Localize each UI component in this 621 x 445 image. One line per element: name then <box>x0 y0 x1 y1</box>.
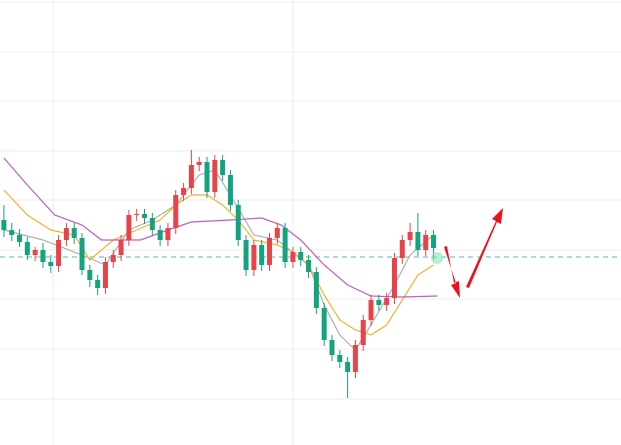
candle-body <box>306 260 312 272</box>
candle-body <box>368 300 374 320</box>
candle-body <box>102 262 108 288</box>
candle-body <box>345 362 351 372</box>
candle-body <box>360 320 366 345</box>
candle-body <box>407 232 413 240</box>
candles <box>1 150 437 398</box>
candle-body <box>32 250 38 255</box>
candle-body <box>48 262 54 266</box>
candle-body <box>352 345 358 372</box>
candle-body <box>181 188 187 195</box>
candle-body <box>56 240 62 266</box>
candle-body <box>110 255 116 262</box>
candle-body <box>204 162 210 192</box>
candle-body <box>259 245 265 265</box>
candle-body <box>376 300 382 305</box>
candle-body <box>9 230 15 235</box>
candle-body <box>196 162 202 165</box>
candle-body <box>95 280 101 288</box>
candle-body <box>415 232 421 250</box>
candle-body <box>24 242 30 255</box>
candle-body <box>17 235 23 242</box>
candle-body <box>290 252 296 262</box>
candle-body <box>313 272 319 308</box>
candle-body <box>282 228 288 262</box>
candle-body <box>431 235 437 248</box>
candle-body <box>391 258 397 298</box>
candle-body <box>235 205 241 240</box>
candle-body <box>188 165 194 188</box>
candle-body <box>212 160 218 192</box>
candle-body <box>227 175 233 205</box>
candle-body <box>399 240 405 258</box>
candle-body <box>40 250 46 262</box>
last-price-glow <box>431 252 443 264</box>
candle-body <box>165 228 171 240</box>
moving-average-line <box>3 157 438 298</box>
candle-body <box>423 235 429 250</box>
candle-body <box>251 245 257 270</box>
down-arrow <box>444 246 460 298</box>
candle-body <box>63 228 69 240</box>
candle-body <box>243 240 249 270</box>
candle-body <box>118 240 124 255</box>
candle-body <box>173 195 179 228</box>
candle-body <box>337 355 343 362</box>
moving-average-line <box>3 169 434 351</box>
candle-body <box>329 340 335 355</box>
candle-body <box>87 270 93 280</box>
candle-body <box>274 228 280 238</box>
up-arrow <box>466 208 503 288</box>
candle-body <box>142 214 148 218</box>
candle-body <box>71 228 77 238</box>
candle-body <box>149 218 155 230</box>
candle-body <box>134 214 140 215</box>
candle-body <box>126 215 132 240</box>
candle-body <box>220 160 226 175</box>
candle-body <box>298 252 304 260</box>
candle-body <box>321 308 327 340</box>
candle-body <box>79 238 85 270</box>
candle-body <box>266 238 272 265</box>
candle-body <box>384 298 390 305</box>
candle-body <box>157 230 163 240</box>
candle-body <box>1 220 7 230</box>
moving-averages <box>3 157 438 351</box>
